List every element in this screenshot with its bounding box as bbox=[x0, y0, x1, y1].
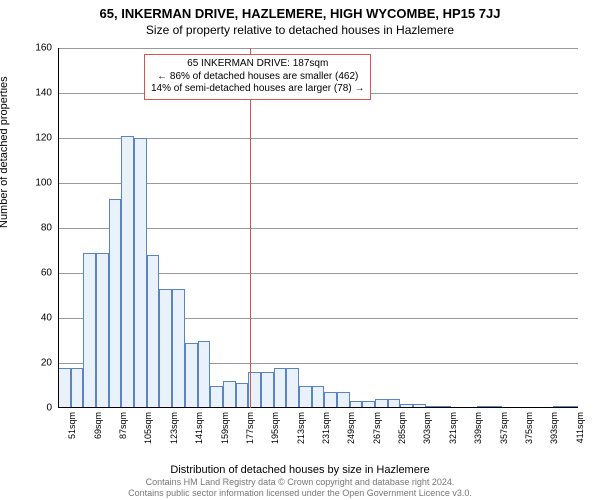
footer-line-2: Contains public sector information licen… bbox=[128, 488, 472, 498]
y-tick-label: 60 bbox=[26, 268, 52, 279]
x-tick-label: 105sqm bbox=[143, 412, 153, 452]
x-tick-label: 249sqm bbox=[346, 412, 356, 452]
y-tick-label: 20 bbox=[26, 358, 52, 369]
x-tick-label: 51sqm bbox=[67, 412, 77, 452]
gridline bbox=[58, 48, 578, 49]
y-axis-label: Number of detached properties bbox=[0, 76, 10, 228]
histogram-bar bbox=[71, 368, 84, 409]
x-tick-label: 357sqm bbox=[499, 412, 509, 452]
x-tick-label: 87sqm bbox=[118, 412, 128, 452]
footer-attribution: Contains HM Land Registry data © Crown c… bbox=[0, 477, 600, 498]
x-tick-label: 393sqm bbox=[549, 412, 559, 452]
x-axis-line bbox=[58, 407, 578, 408]
y-tick-label: 100 bbox=[26, 178, 52, 189]
plot-area: 02040608010012014016051sqm69sqm87sqm105s… bbox=[58, 48, 578, 408]
histogram-bar bbox=[210, 386, 223, 409]
x-tick-label: 69sqm bbox=[93, 412, 103, 452]
x-tick-label: 303sqm bbox=[422, 412, 432, 452]
histogram-bar bbox=[159, 289, 172, 408]
y-tick-label: 120 bbox=[26, 133, 52, 144]
histogram-bar bbox=[134, 138, 147, 408]
histogram-bar bbox=[58, 368, 71, 409]
y-tick-label: 80 bbox=[26, 223, 52, 234]
histogram-bar bbox=[299, 386, 312, 409]
y-tick-label: 160 bbox=[26, 43, 52, 54]
y-axis-line bbox=[58, 48, 59, 408]
y-tick-label: 140 bbox=[26, 88, 52, 99]
x-tick-label: 321sqm bbox=[448, 412, 458, 452]
histogram-bar bbox=[337, 392, 350, 408]
annotation-line: 14% of semi-detached houses are larger (… bbox=[151, 83, 364, 96]
chart-title: 65, INKERMAN DRIVE, HAZLEMERE, HIGH WYCO… bbox=[0, 0, 600, 21]
y-tick-label: 0 bbox=[26, 403, 52, 414]
annotation-line: 65 INKERMAN DRIVE: 187sqm bbox=[151, 58, 364, 71]
histogram-bar bbox=[109, 199, 122, 408]
histogram-bar bbox=[286, 368, 299, 409]
x-tick-label: 267sqm bbox=[372, 412, 382, 452]
x-tick-label: 213sqm bbox=[296, 412, 306, 452]
histogram-bar bbox=[261, 372, 274, 408]
footer-line-1: Contains HM Land Registry data © Crown c… bbox=[146, 477, 455, 487]
histogram-bar bbox=[172, 289, 185, 408]
x-tick-label: 231sqm bbox=[321, 412, 331, 452]
histogram-bar bbox=[312, 386, 325, 409]
histogram-bar bbox=[198, 341, 211, 409]
reference-line bbox=[250, 48, 251, 408]
histogram-bar bbox=[185, 343, 198, 408]
y-tick-label: 40 bbox=[26, 313, 52, 324]
x-tick-label: 285sqm bbox=[397, 412, 407, 452]
x-tick-label: 159sqm bbox=[220, 412, 230, 452]
x-tick-label: 411sqm bbox=[575, 412, 585, 452]
annotation-line: ← 86% of detached houses are smaller (46… bbox=[151, 71, 364, 84]
x-axis-label: Distribution of detached houses by size … bbox=[0, 464, 600, 476]
histogram-bar bbox=[236, 383, 249, 408]
histogram-bar bbox=[324, 392, 337, 408]
histogram-bar bbox=[96, 253, 109, 408]
histogram-bar bbox=[147, 255, 160, 408]
histogram-bar bbox=[83, 253, 96, 408]
histogram-bar bbox=[223, 381, 236, 408]
histogram-bar bbox=[274, 368, 287, 409]
x-tick-label: 339sqm bbox=[473, 412, 483, 452]
annotation-box: 65 INKERMAN DRIVE: 187sqm← 86% of detach… bbox=[144, 54, 371, 100]
x-tick-label: 141sqm bbox=[194, 412, 204, 452]
chart-subtitle: Size of property relative to detached ho… bbox=[0, 21, 600, 37]
x-tick-label: 177sqm bbox=[245, 412, 255, 452]
x-tick-label: 123sqm bbox=[169, 412, 179, 452]
histogram-bar bbox=[121, 136, 134, 408]
x-tick-label: 375sqm bbox=[524, 412, 534, 452]
x-tick-label: 195sqm bbox=[270, 412, 280, 452]
